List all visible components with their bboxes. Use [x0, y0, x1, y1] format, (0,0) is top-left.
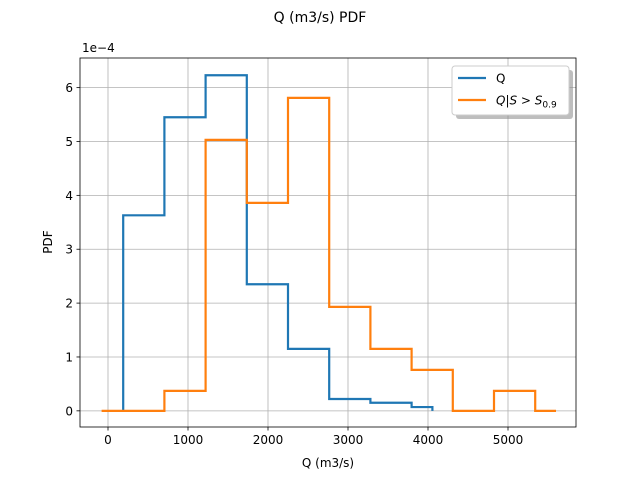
- histogram-step-q: [122, 74, 434, 411]
- y-tick-label: 2: [65, 297, 73, 311]
- x-tick-label: 4000: [413, 433, 444, 447]
- legend-label-q: Q: [496, 72, 505, 86]
- histogram-step-conditional: [101, 96, 556, 412]
- y-axis-ticks: 0 1 2 3 4 5 6: [65, 81, 80, 418]
- axes-frame: [79, 57, 577, 428]
- x-axis-label: Q (m3/s): [302, 456, 354, 470]
- y-axis-label: PDF: [41, 230, 55, 253]
- plot-series: [101, 74, 556, 412]
- legend-label-conditional-subscript: 0.9: [542, 101, 557, 111]
- x-tick-label: 2000: [253, 433, 284, 447]
- y-tick-label: 1: [65, 350, 73, 364]
- x-tick-label: 3000: [333, 433, 364, 447]
- x-tick-label: 5000: [493, 433, 524, 447]
- y-tick-label: 5: [65, 135, 73, 149]
- x-tick-label: 1000: [173, 433, 204, 447]
- x-axis-ticks: 0 1000 2000 3000 4000 5000: [104, 427, 523, 447]
- y-tick-label: 6: [65, 81, 73, 95]
- x-tick-label: 0: [104, 433, 112, 447]
- legend-label-conditional: Q|S > S0.9: [496, 94, 557, 111]
- legend-label-conditional-main: Q|S > S: [496, 94, 543, 108]
- y-tick-label: 0: [65, 404, 73, 418]
- y-axis-scale-label: 1e−4: [82, 41, 115, 55]
- y-tick-label: 3: [65, 243, 73, 257]
- y-tick-label: 4: [65, 189, 73, 203]
- legend: Q Q|S > S0.9: [451, 65, 573, 119]
- chart-title: Q (m3/s) PDF: [274, 10, 367, 26]
